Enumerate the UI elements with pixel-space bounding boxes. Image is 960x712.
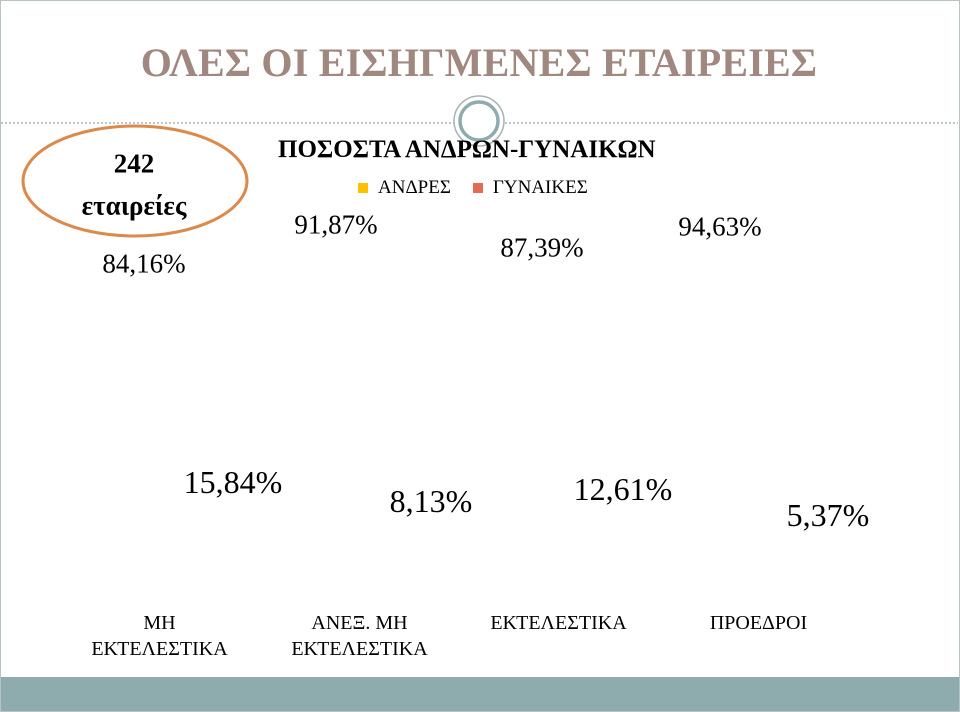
legend-swatch-women (472, 182, 483, 193)
data-label-women-2: 12,61% (573, 471, 673, 507)
category-label-2: ΕΚΤΕΛΕΣΤΙΚΑ (490, 612, 627, 634)
data-label-men-3: 94,63% (678, 211, 762, 242)
divider-ring-inner (458, 100, 500, 142)
chart-legend: ΑΝΔΡΕΣ ΓΥΝΑΙΚΕΣ (358, 178, 610, 197)
data-label-women-3: 5,37% (786, 497, 870, 533)
company-count-unit: εταιρείες (81, 190, 187, 221)
data-label-women-1: 8,13% (389, 483, 473, 519)
footer-band (1, 677, 959, 711)
category-label-1: ΑΝΕΞ. ΜΗ ΕΚΤΕΛΕΣΤΙΚΑ (291, 612, 428, 660)
data-label-men-0: 84,16% (102, 248, 186, 279)
legend-item-men: ΑΝΔΡΕΣ (358, 178, 451, 197)
data-label-men-2: 87,39% (500, 232, 584, 263)
legend-label-women: ΓΥΝΑΙΚΕΣ (492, 177, 588, 198)
legend-item-women: ΓΥΝΑΙΚΕΣ (472, 177, 588, 198)
data-label-women-0: 15,84% (183, 464, 283, 500)
category-label-3: ΠΡΟΕΔΡΟΙ (709, 612, 808, 634)
chart-title: ΠΟΣΟΣΤΑ ΑΝΔΡΩΝ-ΓΥΝΑΙΚΩΝ (278, 136, 656, 163)
data-label-men-1: 91,87% (294, 209, 378, 240)
slide-title: ΟΛΕΣ ΟΙ ΕΙΣΗΓΜΕΝΕΣ ΕΤΑΙΡΕΙΕΣ (140, 40, 818, 85)
category-label-0: ΜΗ ΕΚΤΕΛΕΣΤΙΚΑ (91, 612, 228, 660)
company-count: 242 (113, 148, 155, 179)
legend-swatch-men (358, 182, 368, 193)
legend-label-men: ΑΝΔΡΕΣ (378, 177, 451, 198)
